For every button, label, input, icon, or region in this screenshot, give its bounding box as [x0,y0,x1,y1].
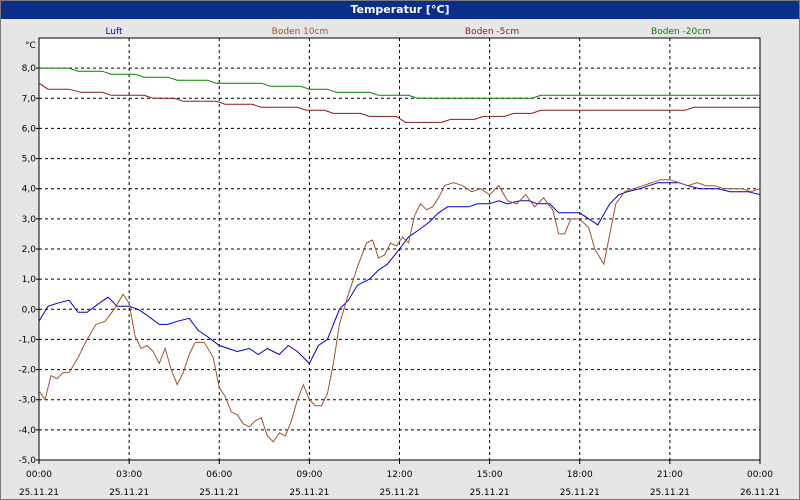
y-tick-label: 4,0 [22,185,37,195]
x-tick-date: 25.11.21 [470,488,510,498]
x-tick-date: 25.11.21 [650,488,690,498]
y-tick-label: 8,0 [22,64,37,74]
y-tick-label: -4,0 [18,426,36,436]
x-tick-date: 25.11.21 [379,488,419,498]
x-tick-time: 15:00 [477,470,503,480]
legend-entry: Luft [105,27,123,37]
y-tick-label: -5,0 [18,456,36,466]
legend-entry: Boden -5cm [465,27,519,37]
x-tick-date: 25.11.21 [560,488,600,498]
x-tick-time: 03:00 [116,470,142,480]
series-lines [38,67,761,443]
y-tick-label: 0,0 [22,305,37,315]
y-tick-label: -3,0 [18,396,36,406]
axis-labels: -5,0 -4,0 -3,0 -2,0 -1,0 0,0 1,0 2,0 3,0 4,0 5,0 6,… [18,41,780,498]
x-tick-time: 00:00 [747,470,773,480]
x-tick-date: 25.11.21 [289,488,329,498]
y-tick-label: 1,0 [22,275,37,285]
y-tick-label: -1,0 [18,335,36,345]
x-tick-time: 21:00 [657,470,683,480]
x-tick-time: 00:00 [26,470,52,480]
series-line-luft [38,182,761,365]
y-axis-unit: °C [25,41,36,51]
x-tick-time: 18:00 [567,470,593,480]
legend-entry: Boden -20cm [651,27,711,37]
legend: Luft Boden 10cm Boden -5cm Boden -20cm [105,27,711,37]
series-line-boden-20cm [39,67,760,99]
x-tick-date: 25.11.21 [109,488,149,498]
x-tick-time: 06:00 [206,470,232,480]
y-tick-label: 7,0 [22,94,37,104]
y-tick-label: 2,0 [22,245,37,255]
window-title: Temperatur [°C] [1,1,799,19]
x-tick-date: 25.11.21 [199,488,239,498]
y-tick-label: 6,0 [22,124,37,134]
legend-entry: Boden 10cm [272,27,329,37]
y-tick-label: -2,0 [18,366,36,376]
series-line-boden-5cm [38,82,760,123]
x-tick-time: 12:00 [387,470,413,480]
series-line-boden-10cm [38,179,761,443]
y-tick-label: 5,0 [22,155,37,165]
x-tick-date: 26.11.21 [740,488,780,498]
x-tick-time: 09:00 [296,470,322,480]
y-tick-label: 3,0 [22,215,37,225]
x-tick-date: 25.11.21 [19,488,59,498]
